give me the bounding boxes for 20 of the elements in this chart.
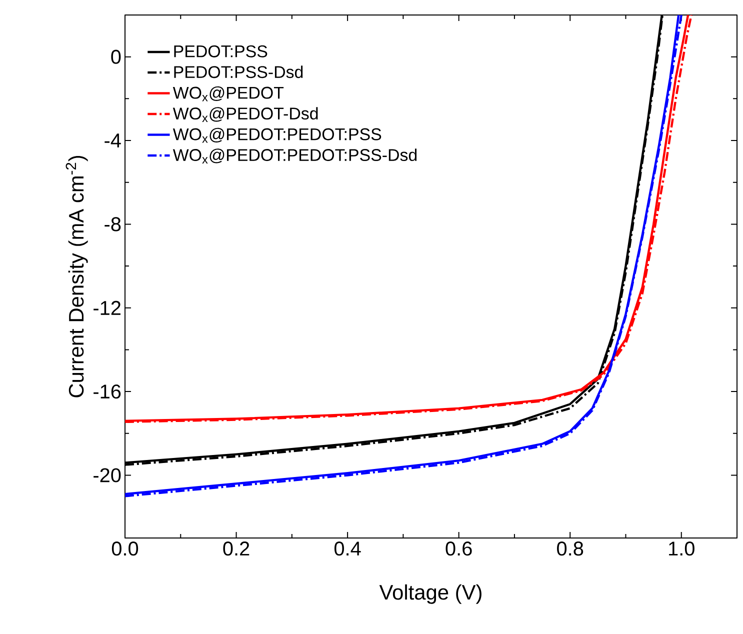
x-tick-label: 0.0 [112,542,138,556]
x-tick-label: 1.0 [669,542,694,556]
x-tick-label: 0.4 [334,542,361,556]
legend-label: WO$_{x}$@PEDOT:PEDOT:PSS-Dsd [172,148,417,164]
legend-label: PEDOT:PSS [174,45,268,58]
y-tick-label: -8 [104,217,121,232]
legend-label: WO$_{x}$@PEDOT-Dsd [172,107,318,122]
y-tick-label: -20 [94,468,121,482]
legend-label: WO$_{x}$@PEDOT [172,86,284,102]
y-tick-label: 0 [111,50,121,64]
y-tick-label: -16 [94,384,121,399]
x-tick-label: 0.6 [446,542,472,556]
x-tick-label: 0.2 [223,542,250,556]
x-axis-title: Voltage (V) [379,584,482,604]
legend-label: PEDOT:PSS-Dsd [174,66,303,78]
y-tick-label: -12 [94,300,120,315]
legend-label: WO$_{x}$@PEDOT:PEDOT:PSS [172,128,382,143]
y-axis-title: Current Density (mA cm$^{-2}$) [66,156,88,398]
x-tick-label: 0.8 [557,542,584,556]
y-tick-label: -4 [104,134,121,148]
